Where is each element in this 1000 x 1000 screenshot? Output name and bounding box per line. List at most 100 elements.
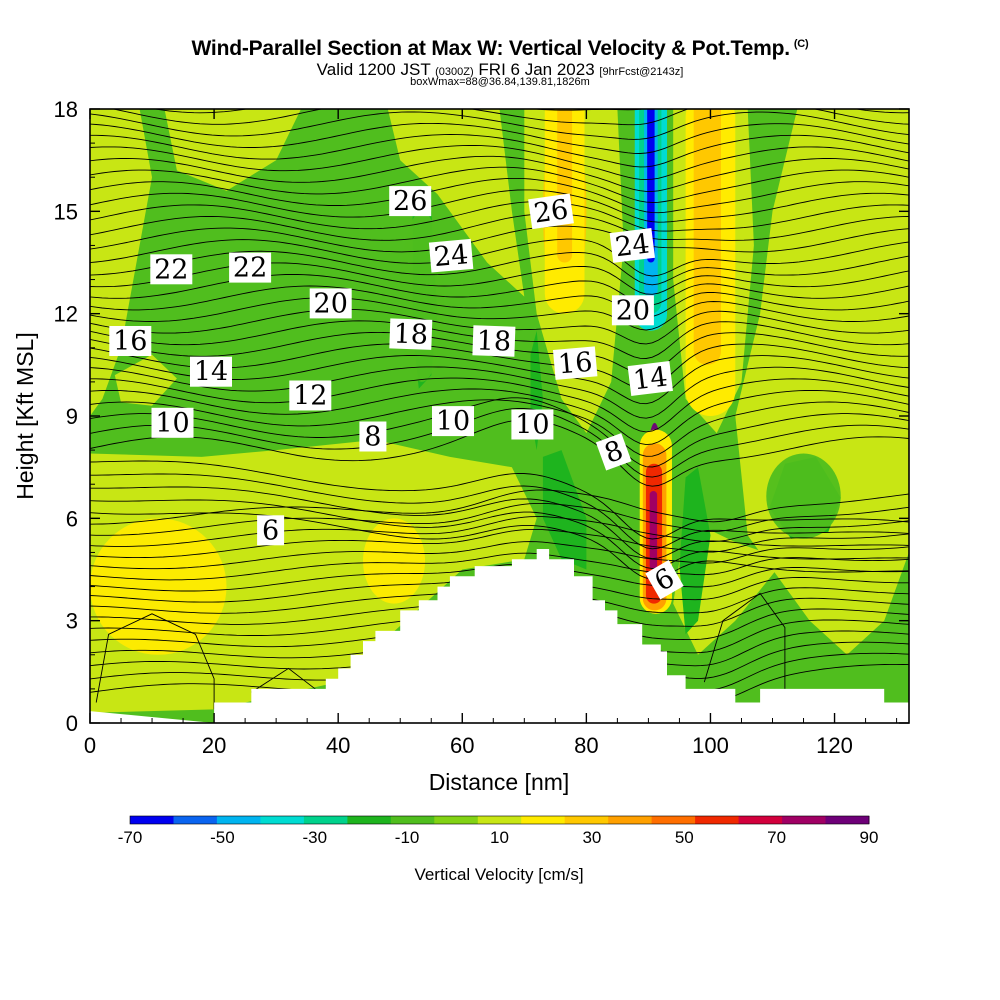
theta-contour-line xyxy=(90,262,909,295)
theta-label: 24 xyxy=(609,227,655,263)
weak-updraft-band xyxy=(90,109,152,416)
x-tick-label: 100 xyxy=(692,733,729,758)
terrain-mask xyxy=(90,549,909,723)
theta-label: 22 xyxy=(150,254,193,285)
theta-label-box xyxy=(645,559,684,600)
x-tick-label: 40 xyxy=(326,733,350,758)
colorbar-tick-label: 90 xyxy=(860,828,879,847)
theta-contour-line xyxy=(90,486,909,560)
theta-contour-line xyxy=(90,166,909,203)
theta-label-text: 8 xyxy=(364,422,381,453)
weak-updraft-region xyxy=(90,518,227,655)
theta-label: 16 xyxy=(109,326,152,357)
theta-contour-line xyxy=(90,155,909,192)
colorbar-tick-label: 70 xyxy=(767,828,786,847)
colorbar-swatch xyxy=(695,816,740,824)
theta-contour-line xyxy=(90,397,909,468)
downdraft-patch xyxy=(542,450,587,570)
y-tick-label: 12 xyxy=(54,302,78,327)
downdraft-column-core xyxy=(647,109,655,263)
theta-contour-line xyxy=(90,134,909,168)
theta-label-text: 22 xyxy=(154,254,188,285)
theta-contour-line xyxy=(90,473,909,550)
theta-label-text: 6 xyxy=(262,515,279,546)
theta-label: 18 xyxy=(389,318,433,351)
theta-label-text: 10 xyxy=(515,410,549,441)
theta-label-text: 14 xyxy=(194,357,228,388)
y-tick-label: 3 xyxy=(66,609,78,634)
theta-label: 26 xyxy=(389,186,432,217)
y-tick-label: 0 xyxy=(66,711,78,736)
theta-label: 22 xyxy=(229,252,272,284)
theta-label: 24 xyxy=(428,238,474,273)
theta-label-text: 24 xyxy=(613,228,651,263)
theta-label: 8 xyxy=(595,433,632,471)
chart-subtitle: Valid 1200 JST (0300Z) FRI 6 Jan 2023 [9… xyxy=(0,60,1000,80)
theta-contour-line xyxy=(90,122,909,154)
weak-updraft-band xyxy=(114,354,177,406)
colorbar-swatch xyxy=(477,816,522,824)
theta-label: 20 xyxy=(611,295,654,326)
theta-contour-line xyxy=(90,213,909,241)
theta-label-box xyxy=(190,356,232,387)
theta-label: 16 xyxy=(552,346,598,381)
theta-contour-line xyxy=(90,366,909,419)
theta-contour-line xyxy=(90,460,909,540)
theta-contour-line xyxy=(90,297,909,331)
colorbar-swatch xyxy=(782,816,827,824)
theta-contour-line xyxy=(90,273,909,306)
theta-label-text: 20 xyxy=(616,295,650,326)
updraft-column-core xyxy=(557,109,573,263)
colorbar-swatch xyxy=(738,816,783,824)
updraft-max-core xyxy=(649,491,658,570)
theta-label: 6 xyxy=(645,559,684,600)
theta-label: 10 xyxy=(511,409,554,441)
colorbar-tick-label: 50 xyxy=(675,828,694,847)
theta-contour-line xyxy=(90,419,909,487)
theta-contour-line xyxy=(90,502,909,536)
theta-label-text: 26 xyxy=(532,194,570,229)
colorbar-swatch xyxy=(173,816,218,824)
colorbar-swatch xyxy=(434,816,479,824)
theta-contour-line xyxy=(90,399,909,457)
colorbar-swatch xyxy=(260,816,305,824)
theta-label-text: 16 xyxy=(113,326,147,357)
theta-label: 18 xyxy=(472,325,516,358)
theta-contour-line xyxy=(95,613,215,710)
theta-contour-line xyxy=(152,109,909,114)
theta-label-box xyxy=(511,409,554,440)
colorbar-swatch xyxy=(390,816,435,824)
theta-label-box xyxy=(389,186,432,217)
plot-area xyxy=(90,109,909,723)
theta-contour-line xyxy=(90,177,909,214)
theta-label-text: 18 xyxy=(476,325,511,357)
valid-date: FRI 6 Jan 2023 xyxy=(478,60,595,79)
weak-updraft-band xyxy=(164,109,301,191)
theta-contour-line xyxy=(90,189,909,223)
colorbar-label: Vertical Velocity [cm/s] xyxy=(414,865,583,884)
weak-updraft-band xyxy=(90,439,537,713)
x-axis-ticks: 0 20 40 60 80 100 120 xyxy=(84,109,898,758)
forecast-info: [9hrFcst@2143z] xyxy=(599,66,684,78)
theta-contour-line xyxy=(90,512,909,580)
theta-contour-line xyxy=(90,528,909,559)
y-axis-label: Height [Kft MSL] xyxy=(12,332,38,499)
y-axis-ticks: 0 3 6 9 12 15 18 xyxy=(54,97,909,736)
theta-label: 20 xyxy=(309,288,352,319)
theta-label-box xyxy=(609,227,655,263)
colorbar-swatch xyxy=(130,816,174,824)
theta-label: 8 xyxy=(359,421,387,453)
theta-contour-line xyxy=(111,109,909,126)
theta-contour-line xyxy=(90,201,909,232)
theta-label: 6 xyxy=(257,515,285,546)
colorbar-swatch xyxy=(825,816,870,824)
theta-label-box xyxy=(611,295,654,326)
theta-contour-line xyxy=(90,388,909,446)
theta-contour-line xyxy=(90,225,909,253)
theta-contour-line xyxy=(90,516,909,547)
theta-label-box xyxy=(389,318,433,350)
y-tick-label: 18 xyxy=(54,97,78,122)
theta-label: 26 xyxy=(528,193,574,230)
colorbar-frame xyxy=(129,815,870,825)
